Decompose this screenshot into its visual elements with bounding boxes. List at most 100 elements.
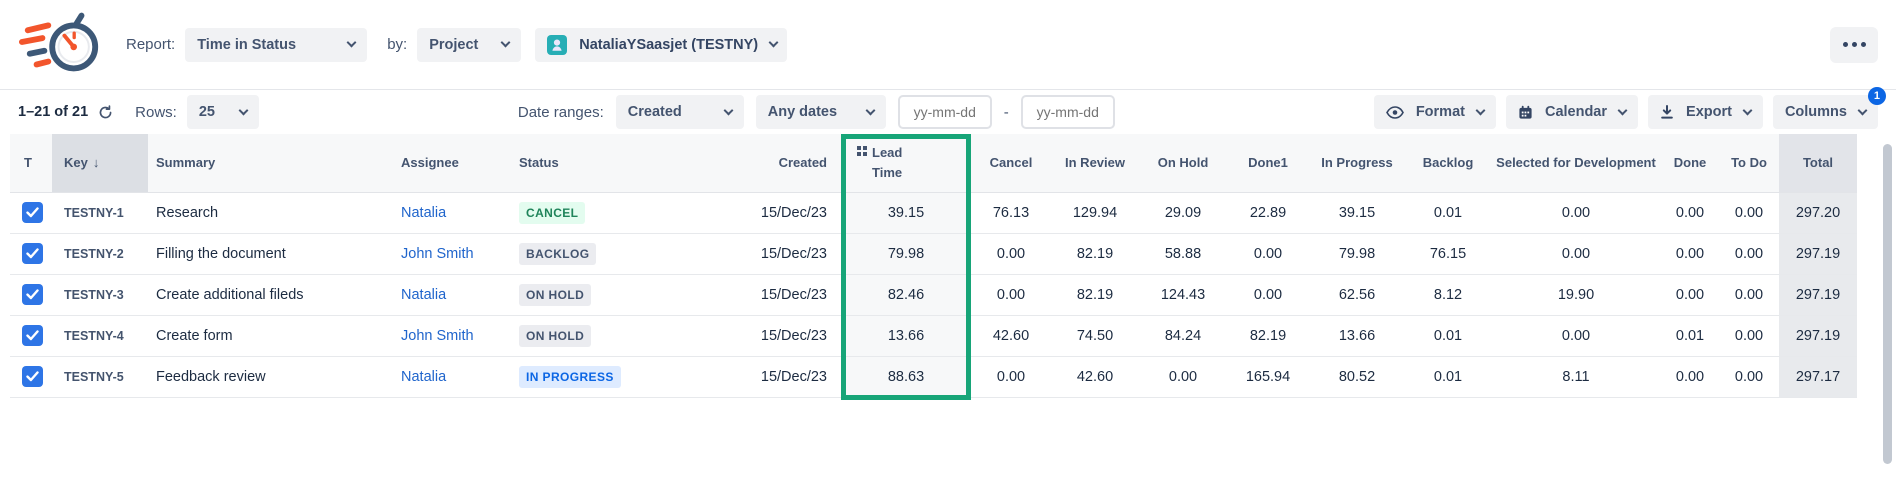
done-value: 0.01 xyxy=(1661,315,1719,357)
assignee-link[interactable]: John Smith xyxy=(401,245,474,262)
row-checkbox[interactable] xyxy=(22,366,43,387)
col-header-t[interactable]: T xyxy=(10,134,52,193)
col-header-on-hold[interactable]: On Hold xyxy=(1139,134,1227,193)
backlog-value: 0.01 xyxy=(1405,356,1491,398)
columns-button[interactable]: Columns xyxy=(1772,95,1878,129)
status-cell: BACKLOG xyxy=(511,233,721,275)
assignee-cell: Natalia xyxy=(393,192,511,234)
chevron-down-icon xyxy=(1857,105,1868,115)
in-progress-value: 62.56 xyxy=(1309,274,1405,316)
backlog-value: 0.01 xyxy=(1405,315,1491,357)
done1-value: 82.19 xyxy=(1227,315,1309,357)
row-checkbox[interactable] xyxy=(22,284,43,305)
format-button[interactable]: Format xyxy=(1373,95,1496,129)
assignee-link[interactable]: Natalia xyxy=(401,286,447,303)
cancel-value: 76.13 xyxy=(971,192,1051,234)
assignee-link[interactable]: Natalia xyxy=(401,204,447,221)
chevron-down-icon xyxy=(768,37,779,48)
check-icon xyxy=(26,207,39,218)
col-header-total[interactable]: Total xyxy=(1779,134,1857,193)
chevron-down-icon xyxy=(1475,105,1486,115)
assignee-cell: John Smith xyxy=(393,315,511,357)
calendar-button[interactable]: Calendar xyxy=(1505,95,1639,129)
download-icon xyxy=(1660,104,1674,120)
date-preset-select[interactable]: Any dates xyxy=(755,95,886,129)
cancel-value: 42.60 xyxy=(971,315,1051,357)
check-icon xyxy=(26,289,39,300)
table-row: TESTNY-2 Filling the document John Smith BA… xyxy=(10,233,1857,275)
col-header-created[interactable]: Created xyxy=(721,134,841,193)
date-from-input[interactable] xyxy=(897,95,992,129)
col-header-status[interactable]: Status xyxy=(511,134,721,193)
check-icon xyxy=(26,371,39,382)
in-review-value: 129.94 xyxy=(1051,192,1139,234)
row-checkbox[interactable] xyxy=(22,202,43,223)
selected-for-development-value: 8.11 xyxy=(1491,356,1661,398)
export-button[interactable]: Export xyxy=(1648,95,1763,129)
created-date: 15/Dec/23 xyxy=(721,356,841,398)
col-header-assignee[interactable]: Assignee xyxy=(393,134,511,193)
select-cell xyxy=(10,315,52,357)
selected-for-development-value: 19.90 xyxy=(1491,274,1661,316)
col-header-backlog[interactable]: Backlog xyxy=(1405,134,1491,193)
created-date: 15/Dec/23 xyxy=(721,274,841,316)
on-hold-value: 0.00 xyxy=(1139,356,1227,398)
col-header-done1[interactable]: Done1 xyxy=(1227,134,1309,193)
in-review-value: 82.19 xyxy=(1051,233,1139,275)
col-header-in-progress[interactable]: In Progress xyxy=(1309,134,1405,193)
done-value: 0.00 xyxy=(1661,274,1719,316)
status-cell: ON HOLD xyxy=(511,274,721,316)
status-badge: CANCEL xyxy=(519,201,586,224)
total-value: 297.19 xyxy=(1779,233,1857,275)
col-header-lead-time[interactable]: Lead Time xyxy=(841,134,971,193)
to-do-value: 0.00 xyxy=(1719,233,1779,275)
chevron-down-icon xyxy=(723,105,734,115)
col-header-key[interactable]: Key ↓ xyxy=(52,134,148,193)
to-do-value: 0.00 xyxy=(1719,356,1779,398)
row-checkbox[interactable] xyxy=(22,325,43,346)
col-header-done[interactable]: Done xyxy=(1661,134,1719,193)
chevron-down-icon xyxy=(238,105,249,115)
project-select[interactable]: NataliaYSaasjet (TESTNY) xyxy=(535,27,788,62)
group-by-select[interactable]: Project xyxy=(417,27,522,62)
issue-summary: Filling the document xyxy=(148,233,393,275)
date-to-input[interactable] xyxy=(1020,95,1115,129)
issue-key: TESTNY-1 xyxy=(52,192,148,234)
date-ranges-label: Date ranges: xyxy=(517,103,604,121)
more-options-button more-horizontal-icon[interactable] xyxy=(1830,26,1878,63)
lead-time-value: 88.63 xyxy=(841,356,971,398)
col-header-selected-for-development[interactable]: Selected for Development xyxy=(1491,134,1661,193)
date-range-separator: - xyxy=(1003,103,1009,121)
date-field-select[interactable]: Created xyxy=(615,95,744,129)
in-progress-value: 79.98 xyxy=(1309,233,1405,275)
issue-key: TESTNY-5 xyxy=(52,356,148,398)
by-label: by: xyxy=(387,36,408,53)
col-header-cancel[interactable]: Cancel xyxy=(971,134,1051,193)
col-header-to-do[interactable]: To Do xyxy=(1719,134,1779,193)
check-icon xyxy=(26,330,39,341)
total-value: 297.20 xyxy=(1779,192,1857,234)
select-cell xyxy=(10,192,52,234)
row-checkbox[interactable] xyxy=(22,243,43,264)
assignee-link[interactable]: Natalia xyxy=(401,368,447,385)
lead-time-value: 79.98 xyxy=(841,233,971,275)
rows-per-page-select[interactable]: 25 xyxy=(186,95,259,129)
report-select[interactable]: Time in Status xyxy=(185,27,368,62)
done1-value: 22.89 xyxy=(1227,192,1309,234)
assignee-link[interactable]: John Smith xyxy=(401,327,474,344)
chevron-down-icon xyxy=(1617,105,1628,115)
chevron-down-icon xyxy=(500,37,511,48)
app-logo stopwatch-icon xyxy=(18,9,104,80)
lead-time-value: 39.15 xyxy=(841,192,971,234)
report-label: Report: xyxy=(126,36,176,53)
refresh-button refresh-icon[interactable] xyxy=(96,103,115,122)
scrollbar-thumb[interactable] xyxy=(1883,144,1892,464)
status-badge: ON HOLD xyxy=(519,283,592,306)
col-header-summary[interactable]: Summary xyxy=(148,134,393,193)
on-hold-value: 29.09 xyxy=(1139,192,1227,234)
col-header-in-review[interactable]: In Review xyxy=(1051,134,1139,193)
done1-value: 165.94 xyxy=(1227,356,1309,398)
done1-value: 0.00 xyxy=(1227,274,1309,316)
issue-summary: Create additional fileds xyxy=(148,274,393,316)
select-cell xyxy=(10,274,52,316)
